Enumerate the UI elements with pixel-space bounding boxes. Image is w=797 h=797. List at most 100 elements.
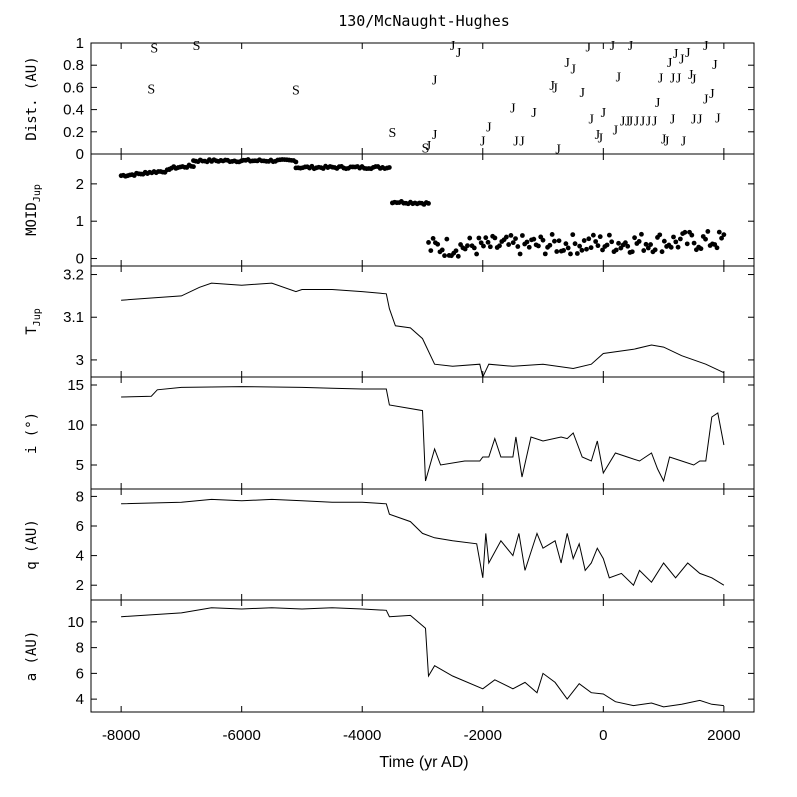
moid-point xyxy=(682,229,688,235)
moid-point xyxy=(563,241,569,247)
moid-point xyxy=(481,243,486,249)
moid-point xyxy=(439,247,445,253)
moid-point xyxy=(684,241,690,247)
y-tick-label: 4 xyxy=(76,691,84,708)
moid-point xyxy=(632,235,637,241)
moid-point xyxy=(705,229,711,234)
moid-point xyxy=(586,236,592,242)
y-tick-label: 4 xyxy=(76,548,84,565)
moid-point xyxy=(574,251,580,256)
y-tick-label: 0.4 xyxy=(63,102,84,119)
moid-point xyxy=(547,242,553,248)
marker-J: J xyxy=(598,131,604,146)
moid-point xyxy=(453,248,459,254)
marker-J: J xyxy=(712,58,718,73)
y-tick-label: 1 xyxy=(76,35,84,52)
moid-point xyxy=(519,233,525,238)
moid-point xyxy=(668,244,674,250)
moid-point xyxy=(643,241,649,247)
panel-frame xyxy=(90,599,755,713)
moid-point xyxy=(636,239,642,244)
marker-J: J xyxy=(676,71,682,86)
marker-J: J xyxy=(715,111,721,126)
moid-point xyxy=(455,253,461,259)
marker-J: J xyxy=(450,39,456,54)
chart-title: 130/McNaught-Hughes xyxy=(338,12,510,30)
moid-point xyxy=(568,251,573,257)
panel-frame xyxy=(90,488,755,601)
moid-point xyxy=(191,164,196,170)
moid-point xyxy=(444,236,450,242)
y-tick-label: 10 xyxy=(67,417,84,434)
marker-J: J xyxy=(670,71,676,86)
moid-point xyxy=(623,240,628,246)
x-axis: -8000 -6000 -4000 -2000 0 2000 xyxy=(102,727,741,744)
moid-point xyxy=(474,251,480,257)
marker-J: J xyxy=(640,115,646,130)
moid-point xyxy=(293,159,299,165)
x-tick-label: -4000 xyxy=(343,727,381,744)
y-tick-label: 8 xyxy=(76,640,84,657)
moid-point xyxy=(526,244,532,250)
panel-tjup: 3 3.1 3.2 TJup xyxy=(24,265,755,379)
moid-point xyxy=(719,235,724,241)
moid-point xyxy=(471,245,477,251)
marker-J: J xyxy=(679,53,685,68)
moid-point xyxy=(609,239,615,245)
y-tick-label: 2 xyxy=(76,577,84,594)
y-tick-label: 2 xyxy=(76,176,84,193)
marker-J: J xyxy=(519,135,525,150)
marker-J: J xyxy=(579,86,585,101)
moid-point xyxy=(549,232,555,237)
y-tick-label: 6 xyxy=(76,665,84,682)
moid-point xyxy=(703,236,708,242)
y-tick-label: 0.6 xyxy=(63,79,84,96)
series-line-tjup xyxy=(121,282,725,379)
moid-point xyxy=(572,241,578,247)
moid-point xyxy=(430,235,436,241)
y-tick-label: 3.2 xyxy=(63,267,84,284)
moid-point xyxy=(426,201,431,206)
marker-J: J xyxy=(661,132,667,147)
moid-point xyxy=(641,248,647,253)
moid-point xyxy=(462,246,468,252)
y-axis-label-dist: Dist. (AU) xyxy=(24,56,40,140)
marker-J: J xyxy=(697,112,703,127)
moid-point xyxy=(675,244,681,250)
moid-point xyxy=(467,235,473,241)
moid-point xyxy=(588,245,594,251)
marker-S: S xyxy=(422,141,430,156)
moid-point xyxy=(556,238,562,244)
marker-J: J xyxy=(570,63,576,78)
marker-J: J xyxy=(531,106,537,121)
moid-point xyxy=(515,244,521,249)
moid-point xyxy=(442,253,447,259)
moid-point xyxy=(577,243,583,249)
moid-point xyxy=(629,249,635,255)
x-tick-label: -6000 xyxy=(222,727,260,744)
marker-J: J xyxy=(595,128,601,143)
moid-point xyxy=(483,235,489,241)
panel-frame xyxy=(90,265,755,378)
x-axis-label: Time (yr AD) xyxy=(379,754,468,771)
y-tick-label: 0 xyxy=(76,146,84,163)
moid-point xyxy=(721,232,727,238)
moid-point xyxy=(508,232,514,238)
marker-J: J xyxy=(613,124,619,139)
panel-i: 5 10 15 i (°) xyxy=(24,376,755,490)
marker-J: J xyxy=(709,87,715,102)
moid-point xyxy=(524,239,530,245)
moid-point xyxy=(510,240,516,246)
y-tick-label: 8 xyxy=(76,488,84,505)
moid-point xyxy=(648,242,654,247)
moid-point xyxy=(561,248,567,253)
y-tick-label: 6 xyxy=(76,518,84,535)
marker-J: J xyxy=(456,46,462,61)
marker-J: J xyxy=(658,71,664,86)
marker-S: S xyxy=(147,83,155,98)
x-tick-label: -8000 xyxy=(102,727,140,744)
moid-point xyxy=(606,232,612,238)
moid-point xyxy=(497,243,502,249)
moid-point xyxy=(595,243,601,249)
moid-point xyxy=(698,246,704,252)
